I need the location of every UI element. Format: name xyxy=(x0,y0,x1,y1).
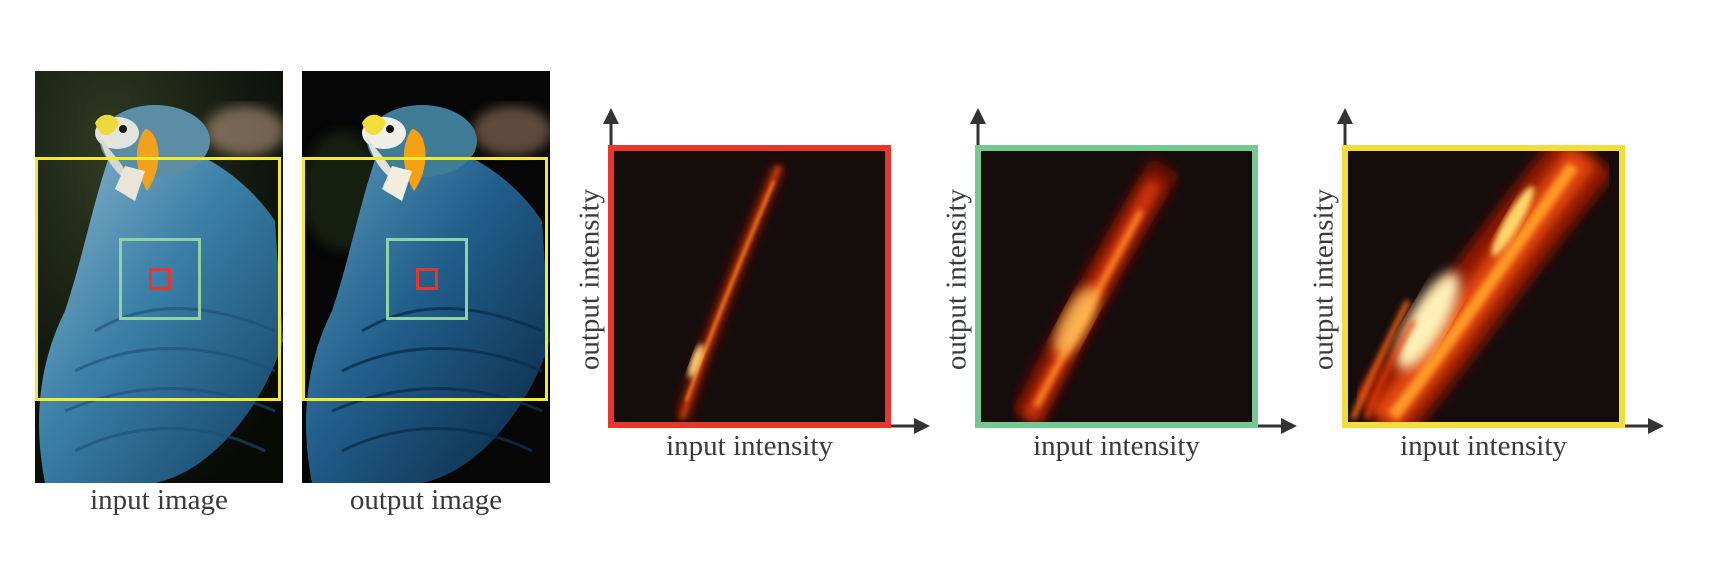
small-region-box xyxy=(149,268,171,290)
x-axis-arrow xyxy=(890,418,930,434)
plot-red-ylabel: output intensity xyxy=(573,188,606,371)
plot-red xyxy=(608,145,891,428)
x-axis-arrow xyxy=(1257,418,1297,434)
plot-red-xlabel: input intensity xyxy=(666,430,833,462)
input-image-caption: input image xyxy=(90,484,228,516)
y-axis-arrow xyxy=(970,108,986,146)
medium-region-box xyxy=(119,238,201,320)
small-region-box xyxy=(416,268,438,290)
y-axis-arrow xyxy=(1337,108,1353,146)
input-image xyxy=(35,71,283,483)
plot-yellow-xlabel: input intensity xyxy=(1400,430,1567,462)
medium-region-box xyxy=(386,238,468,320)
y-axis-arrow xyxy=(603,108,619,146)
plot-yellow-ylabel: output intensity xyxy=(1307,188,1340,371)
x-axis-arrow xyxy=(1624,418,1664,434)
plot-green-ylabel: output intensity xyxy=(940,188,973,371)
plot-green-xlabel: input intensity xyxy=(1033,430,1200,462)
plot-yellow xyxy=(1342,145,1625,428)
plot-green xyxy=(975,145,1258,428)
output-image-caption: output image xyxy=(349,484,503,516)
large-region-box xyxy=(302,157,548,401)
large-region-box xyxy=(35,157,281,401)
output-image xyxy=(302,71,550,483)
